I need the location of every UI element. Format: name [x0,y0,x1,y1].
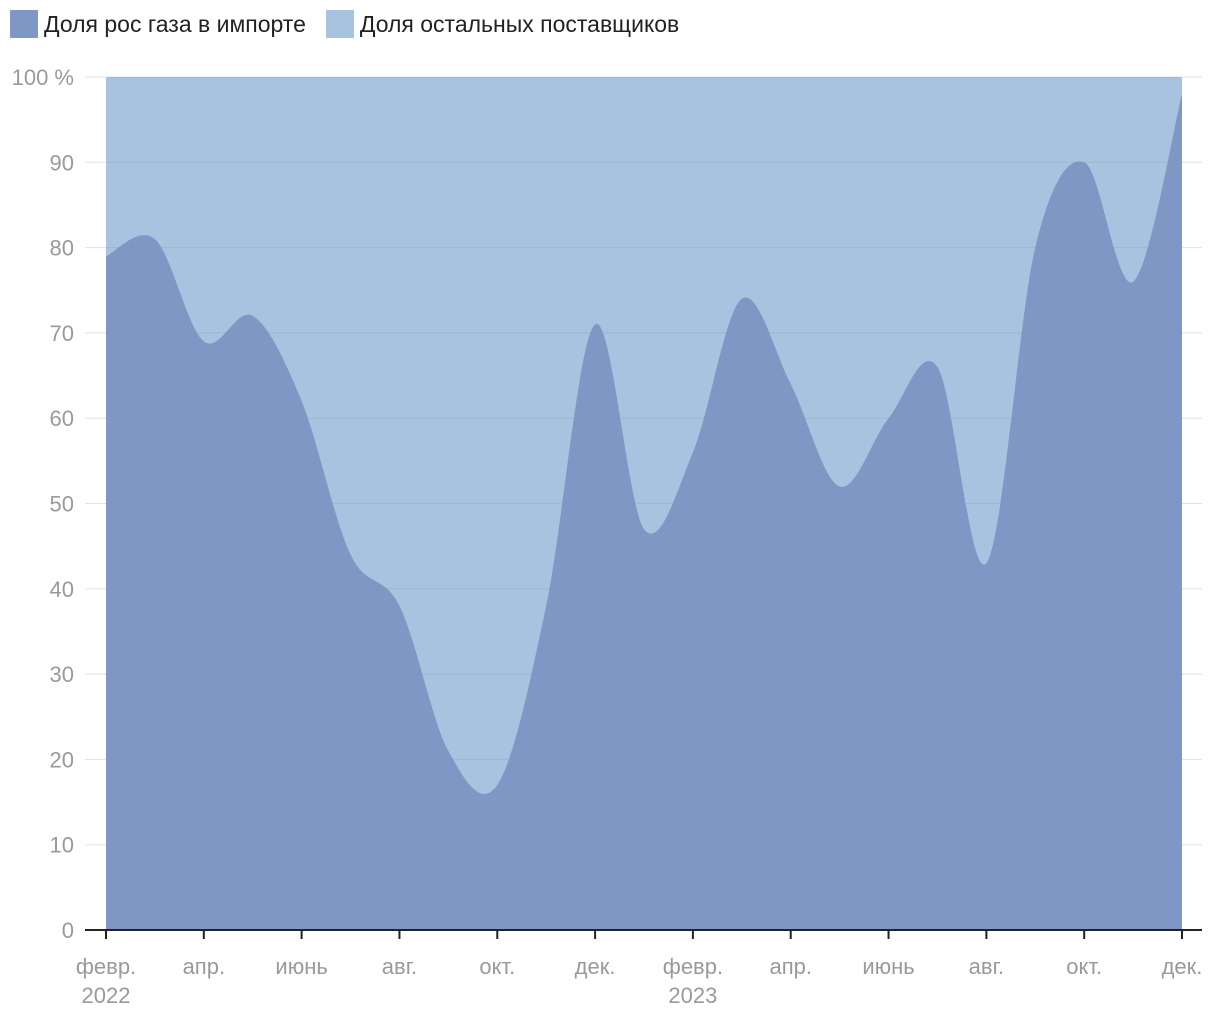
x-tick-label: дек. [575,954,616,979]
legend-swatch-russian-gas [10,10,38,38]
x-tick-label: апр. [769,954,812,979]
y-tick-label: 80 [50,236,74,261]
area-russian-gas [106,94,1182,930]
legend-item-russian-gas[interactable]: Доля рос газа в импорте [10,10,306,38]
x-tick-label: апр. [183,954,226,979]
legend-swatch-other-suppliers [325,10,354,38]
x-tick-label: февр. [76,954,136,979]
x-tick-label: июнь [275,954,327,979]
x-tick-label: февр. [663,954,723,979]
x-tick-year-label: 2023 [668,983,717,1008]
legend-label-other-suppliers: Доля остальных поставщиков [359,10,680,37]
y-tick-label: 30 [50,662,74,687]
legend-label-russian-gas: Доля рос газа в импорте [44,10,306,37]
y-tick-label: 0 [62,918,74,943]
x-tick-label: окт. [479,954,515,979]
y-tick-label: 20 [50,747,74,772]
y-tick-label: 90 [50,150,74,175]
chart-legend: Доля рос газа в импорте Доля остальных п… [10,10,699,38]
y-tick-label: 100 % [12,65,74,90]
x-tick-label: июнь [862,954,914,979]
y-tick-label: 10 [50,833,74,858]
x-tick-year-label: 2022 [82,983,131,1008]
x-tick-label: дек. [1162,954,1203,979]
x-tick-label: авг. [382,954,417,979]
y-tick-label: 70 [50,321,74,346]
y-tick-label: 60 [50,406,74,431]
y-tick-label: 50 [50,492,74,517]
y-tick-label: 40 [50,577,74,602]
x-tick-label: окт. [1066,954,1102,979]
x-tick-label: авг. [969,954,1004,979]
legend-item-other-suppliers[interactable]: Доля остальных поставщиков [325,10,680,38]
